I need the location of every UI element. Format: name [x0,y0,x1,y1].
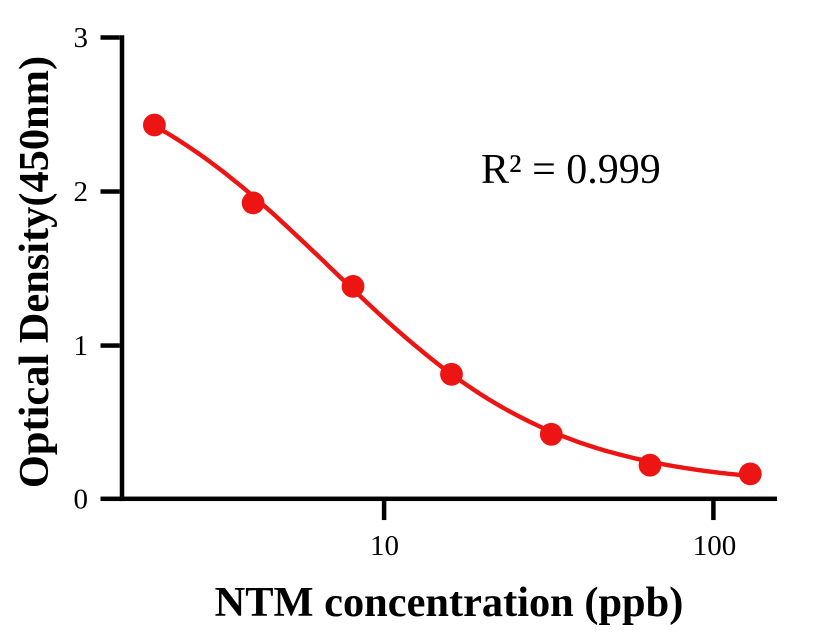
svg-text:0: 0 [74,484,89,516]
svg-text:100: 100 [693,530,737,562]
svg-text:Optical Density(450nm): Optical Density(450nm) [11,56,58,488]
svg-text:R² = 0.999: R² = 0.999 [481,147,661,193]
svg-text:3: 3 [74,22,89,54]
svg-text:1: 1 [74,330,89,362]
svg-text:10: 10 [370,530,399,562]
svg-text:NTM concentration (ppb): NTM concentration (ppb) [215,579,684,626]
svg-text:2: 2 [74,176,89,208]
